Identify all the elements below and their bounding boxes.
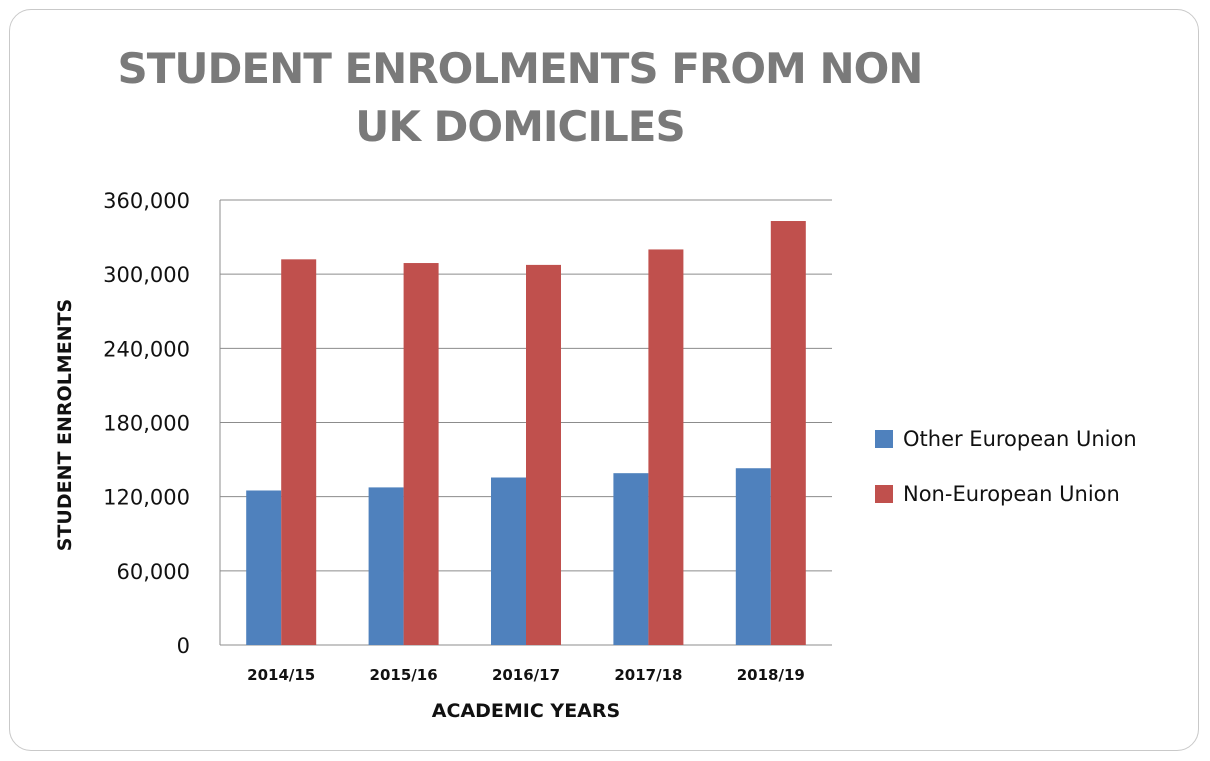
bar-non-eu: [526, 264, 561, 645]
bar-other-eu: [613, 473, 649, 645]
x-tick-label: 2016/17: [492, 666, 560, 684]
chart-frame: [9, 9, 1199, 751]
legend-swatch-non-eu: [875, 485, 893, 503]
y-axis-label: STUDENT ENROLMENTS: [54, 298, 76, 552]
bar-other-eu: [368, 487, 404, 645]
bar-other-eu: [735, 468, 771, 645]
bar-other-eu: [246, 490, 282, 645]
bar-other-eu: [491, 477, 526, 645]
legend-item-non-eu: Non-European Union: [875, 480, 1137, 508]
legend-swatch-other-eu: [875, 430, 893, 448]
bar-non-eu: [770, 221, 806, 645]
y-tick-label: 360,000: [103, 189, 190, 213]
y-tick-label: 120,000: [103, 486, 190, 510]
x-axis-label: ACADEMIC YEARS: [431, 700, 621, 722]
y-tick-label: 180,000: [103, 412, 190, 436]
x-tick-label: 2017/18: [614, 666, 682, 684]
y-tick-label: 240,000: [103, 337, 190, 361]
legend-label-non-eu: Non-European Union: [903, 482, 1120, 506]
bar-non-eu: [281, 259, 317, 645]
chart-title: STUDENT ENROLMENTS FROM NON UK DOMICILES: [117, 44, 924, 151]
y-tick-label: 0: [177, 634, 190, 658]
bar-non-eu: [403, 263, 439, 645]
bar-non-eu: [648, 249, 684, 645]
x-tick-label: 2018/19: [737, 666, 805, 684]
legend: Other European Union Non-European Union: [875, 425, 1137, 535]
legend-label-other-eu: Other European Union: [903, 427, 1137, 451]
x-tick-label: 2015/16: [370, 666, 438, 684]
x-tick-label: 2014/15: [247, 666, 315, 684]
legend-item-other-eu: Other European Union: [875, 425, 1137, 453]
y-tick-label: 60,000: [117, 560, 190, 584]
y-tick-label: 300,000: [103, 263, 190, 287]
